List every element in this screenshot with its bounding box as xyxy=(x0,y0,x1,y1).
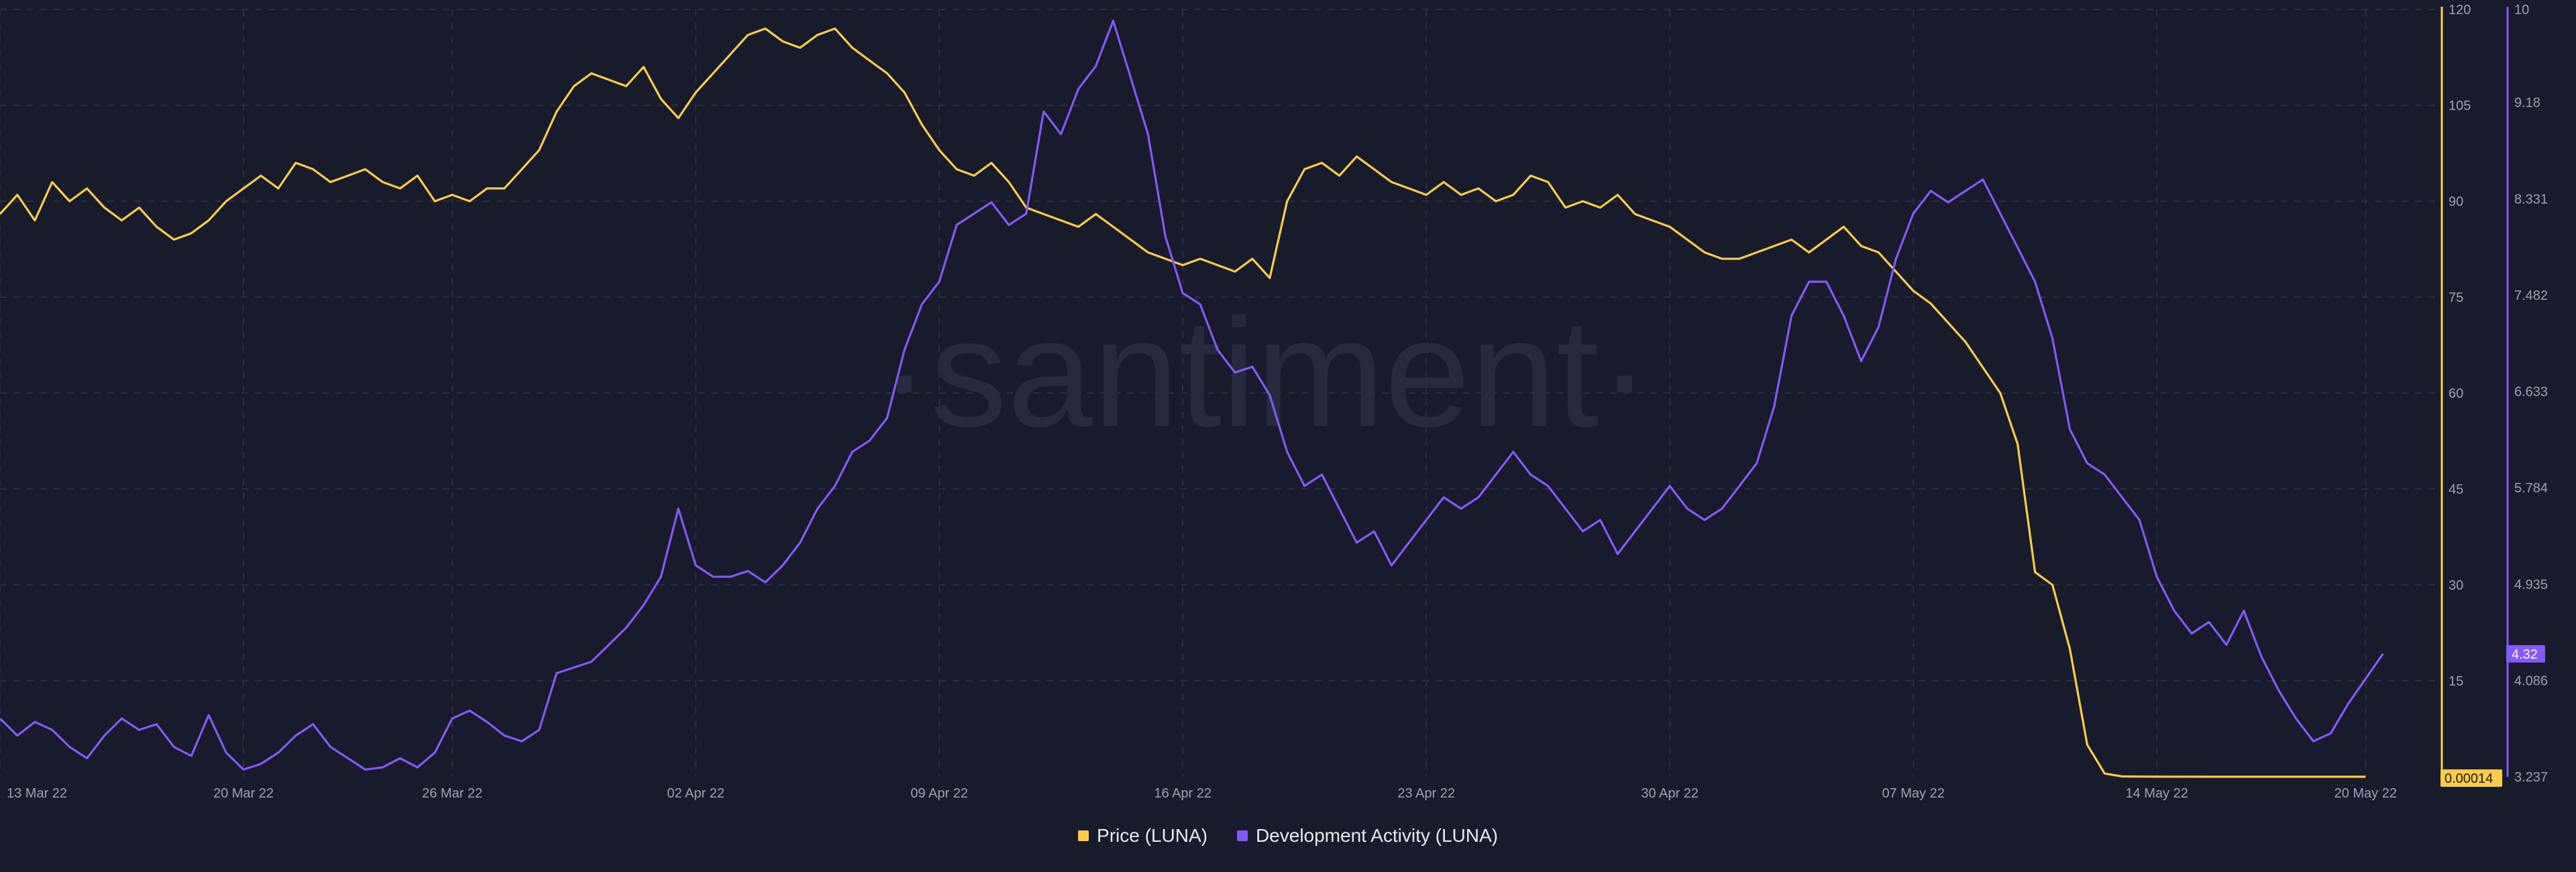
x-axis-tick-label: 02 Apr 22 xyxy=(667,786,724,801)
legend-item-dev-activity[interactable]: Development Activity (LUNA) xyxy=(1236,825,1498,847)
watermark: ·santiment· xyxy=(879,286,1650,459)
dev-activity-axis-tick-label: 5.784 xyxy=(2514,481,2548,496)
x-axis-tick-label: 20 Mar 22 xyxy=(213,786,274,801)
x-axis-tick-label: 14 May 22 xyxy=(2125,786,2188,801)
dev-activity-axis-tick-label: 6.633 xyxy=(2514,385,2548,400)
dev-activity-current-badge xyxy=(2506,645,2545,663)
x-axis-tick-label: 20 May 22 xyxy=(2334,786,2397,801)
price-axis-tick-label: 45 xyxy=(2449,482,2463,497)
x-axis-tick-label: 26 Mar 22 xyxy=(422,786,482,801)
x-axis-tick-label: 23 Apr 22 xyxy=(1397,786,1455,801)
price-current-badge xyxy=(2440,769,2502,787)
dev-activity-axis-tick-label: 7.482 xyxy=(2514,288,2548,303)
x-axis-tick-label: 16 Apr 22 xyxy=(1154,786,1212,801)
dev-activity-legend-label: Development Activity (LUNA) xyxy=(1255,825,1498,846)
price-axis-tick-label: 30 xyxy=(2449,578,2463,593)
dev-activity-current-value: 4.32 xyxy=(2512,647,2538,662)
dev-activity-axis-tick-label: 9.18 xyxy=(2514,96,2540,111)
series-layer xyxy=(0,19,2384,778)
dev-activity-axis-tick-label: 10 xyxy=(2514,3,2529,17)
price-legend-label: Price (LUNA) xyxy=(1097,825,1208,846)
dev-activity-axis-tick-label: 4.086 xyxy=(2514,673,2548,688)
price-series-line xyxy=(0,27,2366,778)
axes: 120 105 90 75 60 45 30 15 10 9.18 8.331 7.482 6.633 5… xyxy=(7,3,2548,801)
price-axis-tick-label: 75 xyxy=(2449,290,2463,305)
dev-activity-legend-swatch xyxy=(1236,830,1248,841)
x-axis-tick-label: 09 Apr 22 xyxy=(910,786,968,801)
grid xyxy=(0,9,2435,777)
price-legend-swatch xyxy=(1078,830,1089,841)
price-axis-tick-label: 90 xyxy=(2449,195,2463,209)
x-axis-tick-label: 07 May 22 xyxy=(1882,786,1944,801)
price-current-value: 0.00014 xyxy=(2445,771,2493,786)
price-axis-tick-label: 60 xyxy=(2449,386,2463,401)
x-axis-tick-label: 30 Apr 22 xyxy=(1641,786,1699,801)
x-axis-tick-label: 13 Mar 22 xyxy=(7,786,67,801)
dev-activity-series-line xyxy=(0,19,2384,771)
legend-item-price[interactable]: Price (LUNA) xyxy=(1078,825,1208,847)
price-axis-tick-label: 120 xyxy=(2449,3,2471,17)
dev-activity-axis-tick-label: 3.237 xyxy=(2514,770,2548,785)
dev-activity-axis-tick-label: 8.331 xyxy=(2514,192,2548,207)
legend: Price (LUNA) Development Activity (LUNA) xyxy=(0,825,2576,847)
price-axis-tick-label: 105 xyxy=(2449,99,2471,113)
dev-activity-axis-tick-label: 4.935 xyxy=(2514,578,2548,592)
price-axis-tick-label: 15 xyxy=(2449,674,2463,689)
